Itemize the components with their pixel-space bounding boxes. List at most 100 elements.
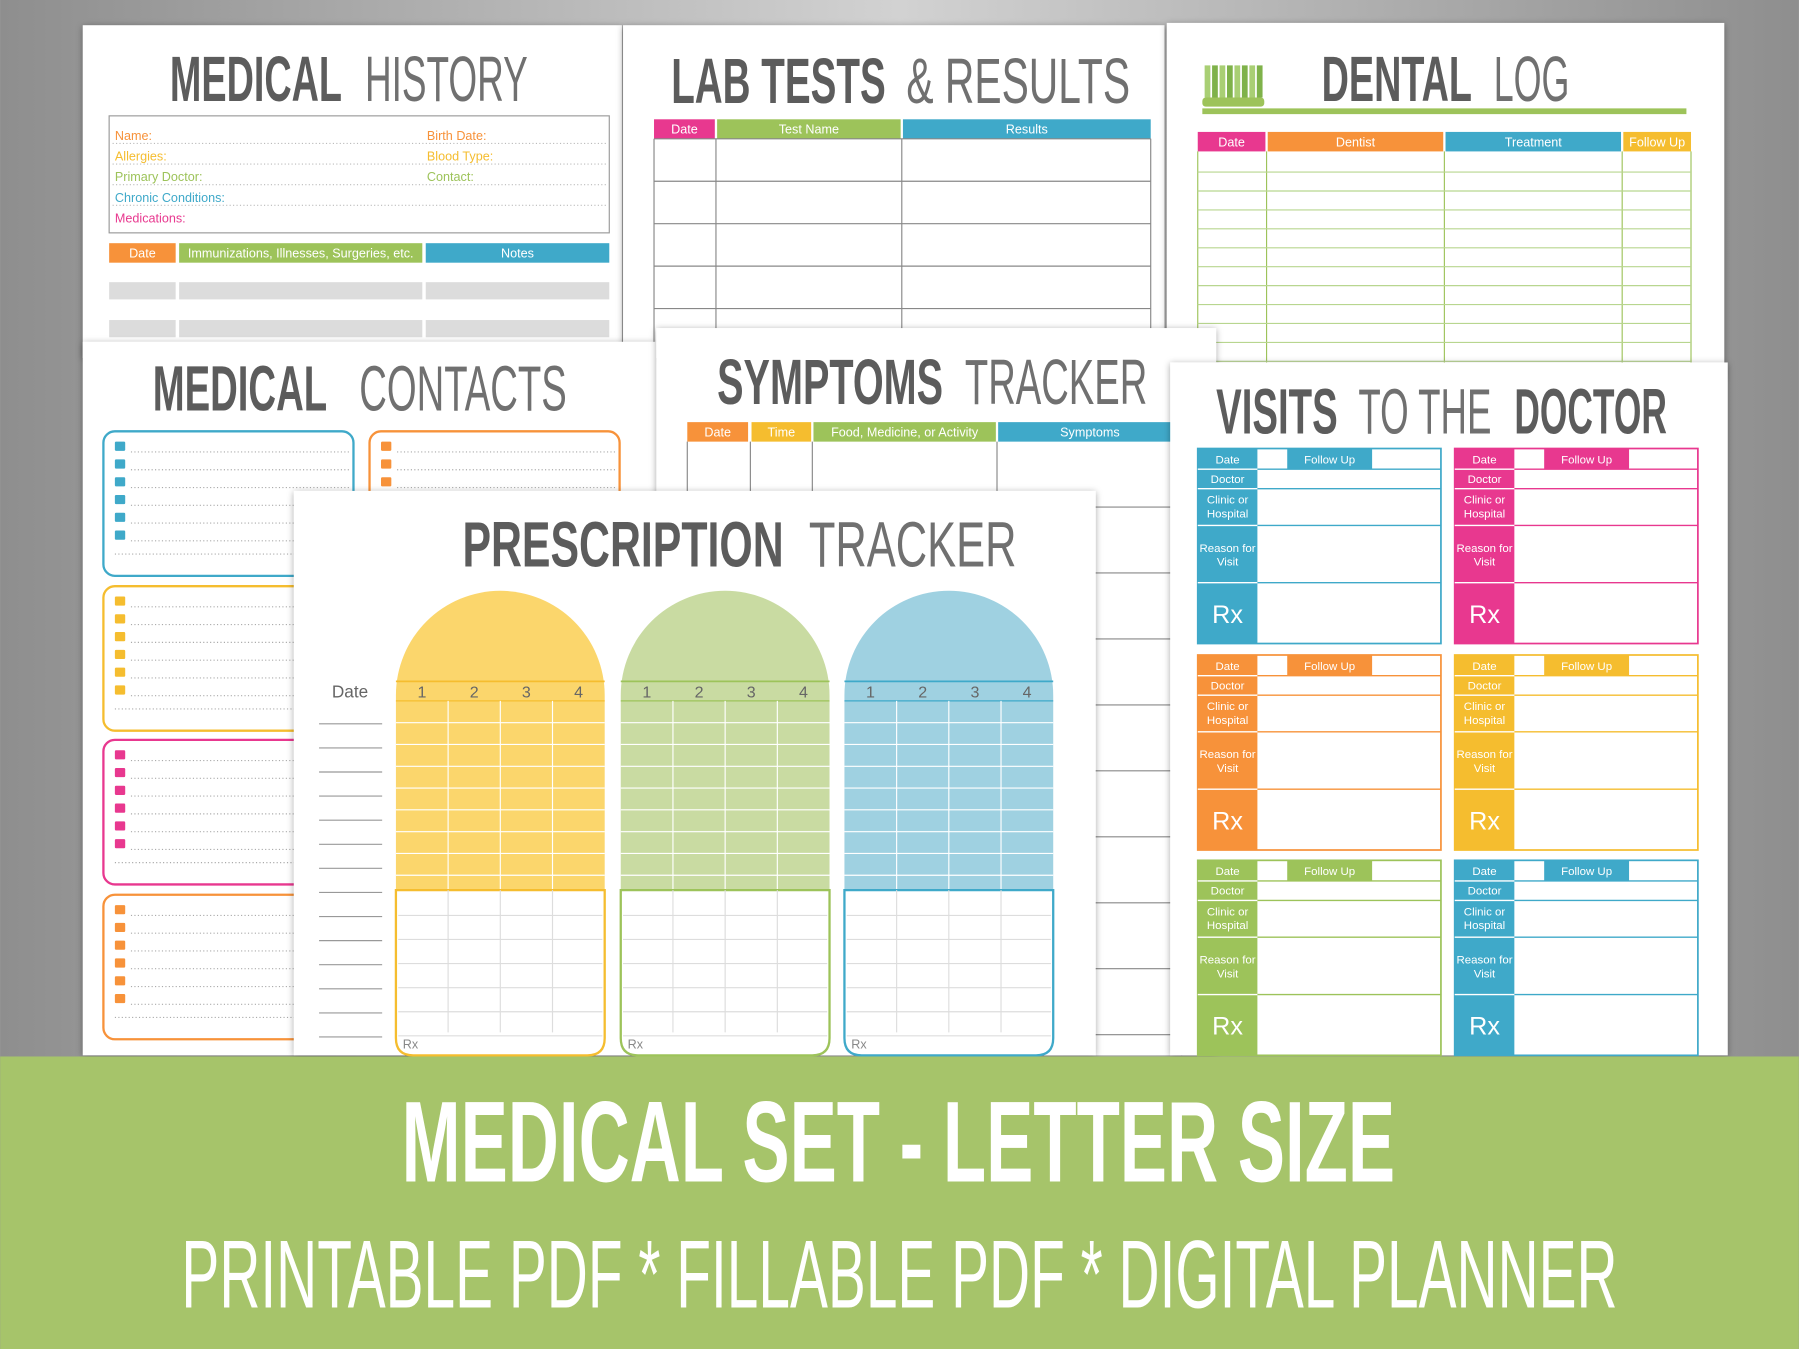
- contact-icon: [114, 649, 126, 660]
- toothbrush-bristle: [1256, 65, 1263, 98]
- contact-icon: [381, 441, 392, 451]
- visit-label: Reason for: [1456, 543, 1512, 555]
- visit-label: Visit: [1217, 968, 1239, 980]
- column-header: [179, 243, 423, 263]
- contact-icon: [114, 512, 126, 522]
- contact-icon: [114, 596, 126, 606]
- column-header: [717, 119, 901, 139]
- column-header: [751, 422, 812, 442]
- column-header-label: Results: [1006, 123, 1048, 137]
- column-header: [1445, 131, 1622, 152]
- dose-number: 2: [470, 683, 479, 701]
- follow-up-cell: [1544, 654, 1630, 676]
- contact-icon: [114, 958, 126, 968]
- contact-icon: [114, 839, 126, 849]
- toothbrush-bristle: [1204, 65, 1211, 98]
- contact-icon: [114, 441, 126, 451]
- title-light: TO THE: [1358, 376, 1491, 448]
- contact-icon: [114, 750, 126, 760]
- visit-rx: Rx: [1469, 807, 1500, 835]
- field-label: Contact:: [427, 170, 474, 184]
- column-header: [813, 422, 996, 442]
- shaded-row: [109, 320, 176, 338]
- field-label: Allergies:: [115, 150, 167, 164]
- contact-icon: [114, 993, 126, 1004]
- column-header-label: Time: [768, 425, 796, 439]
- visit-label: Visit: [1474, 557, 1496, 569]
- visit-label: Doctor: [1468, 886, 1502, 898]
- toothbrush-bristle: [1219, 65, 1226, 98]
- contact-icon: [381, 477, 392, 487]
- field-label: Chronic Conditions:: [115, 191, 225, 205]
- visit-label-column: [1197, 654, 1258, 851]
- visit-label: Hospital: [1464, 508, 1505, 520]
- visit-label: Reason for: [1456, 955, 1512, 967]
- title-light: HISTORY: [365, 43, 528, 115]
- banner-title: MEDICAL SET - LETTER SIZE: [402, 1079, 1395, 1207]
- field-label: Name:: [115, 129, 152, 143]
- column-header-label: Symptoms: [1060, 425, 1120, 439]
- visit-rx: Rx: [1212, 807, 1243, 835]
- field-label: Medications:: [115, 212, 186, 226]
- banner: [0, 1056, 1799, 1349]
- column-header: [1623, 131, 1692, 152]
- contact-icon: [114, 940, 126, 950]
- follow-up-cell: [1544, 448, 1630, 470]
- pill-rx: Rx: [851, 1037, 867, 1051]
- toothbrush-bristle: [1241, 65, 1248, 98]
- title-light: LOG: [1494, 43, 1570, 115]
- visit-label: Hospital: [1464, 920, 1505, 932]
- visit-rx: Rx: [1469, 1013, 1500, 1041]
- toothbrush-bristle: [1234, 65, 1241, 98]
- visit-label-column: [1454, 654, 1515, 851]
- banner-subtitle: PRINTABLE PDF * FILLABLE PDF * DIGITAL P…: [181, 1222, 1617, 1329]
- column-header-label: Test Name: [779, 123, 839, 137]
- contact-icon: [114, 785, 126, 795]
- title-bold: PRESCRIPTION: [462, 509, 783, 581]
- visit-label: Doctor: [1211, 474, 1245, 486]
- contact-icon: [114, 685, 126, 695]
- column-header-label: Immunizations, Illnesses, Surgeries, etc…: [188, 247, 414, 261]
- visit-label: Hospital: [1207, 715, 1248, 727]
- visit-rx: Rx: [1212, 1013, 1243, 1041]
- title-light: TRACKER: [965, 346, 1147, 418]
- visit-label: Doctor: [1468, 680, 1502, 692]
- toothbrush-handle: [1202, 97, 1265, 107]
- dose-number: 2: [918, 683, 927, 701]
- field-label: Primary Doctor:: [115, 170, 203, 184]
- sheet: [623, 25, 1165, 358]
- contact-icon: [114, 477, 126, 487]
- visit-label: Follow Up: [1304, 866, 1355, 878]
- visit-label: Reason for: [1200, 543, 1256, 555]
- visit-label: Doctor: [1468, 474, 1502, 486]
- title-light: & RESULTS: [906, 45, 1130, 117]
- visit-label: Hospital: [1207, 920, 1248, 932]
- visit-label: Visit: [1474, 763, 1496, 775]
- visit-label: Visit: [1217, 557, 1239, 569]
- visit-label: Reason for: [1456, 749, 1512, 761]
- column-header-label: Dentist: [1336, 135, 1376, 149]
- column-header-label: Date: [1218, 135, 1245, 149]
- contact-icon: [114, 803, 126, 813]
- contact-icon: [114, 530, 126, 540]
- visit-label: Visit: [1474, 968, 1496, 980]
- follow-up-cell: [1544, 860, 1630, 881]
- date-label: Date: [332, 681, 368, 701]
- visit-label: Clinic or: [1464, 906, 1506, 918]
- title-bold: MEDICAL: [170, 43, 342, 115]
- pill-rx: Rx: [628, 1037, 644, 1051]
- title-bold: MEDICAL: [153, 353, 327, 425]
- title-bold: VISITS: [1216, 376, 1338, 448]
- column-header-label: Date: [129, 247, 156, 261]
- visit-rx: Rx: [1469, 601, 1500, 629]
- visit-label: Reason for: [1200, 955, 1256, 967]
- follow-up-cell: [1287, 448, 1373, 470]
- dose-number: 2: [695, 683, 704, 701]
- visit-label: Date: [1472, 661, 1496, 673]
- column-header: [1197, 131, 1266, 152]
- shaded-row: [179, 320, 423, 338]
- shaded-row: [425, 282, 610, 300]
- pill-rx: Rx: [403, 1037, 419, 1051]
